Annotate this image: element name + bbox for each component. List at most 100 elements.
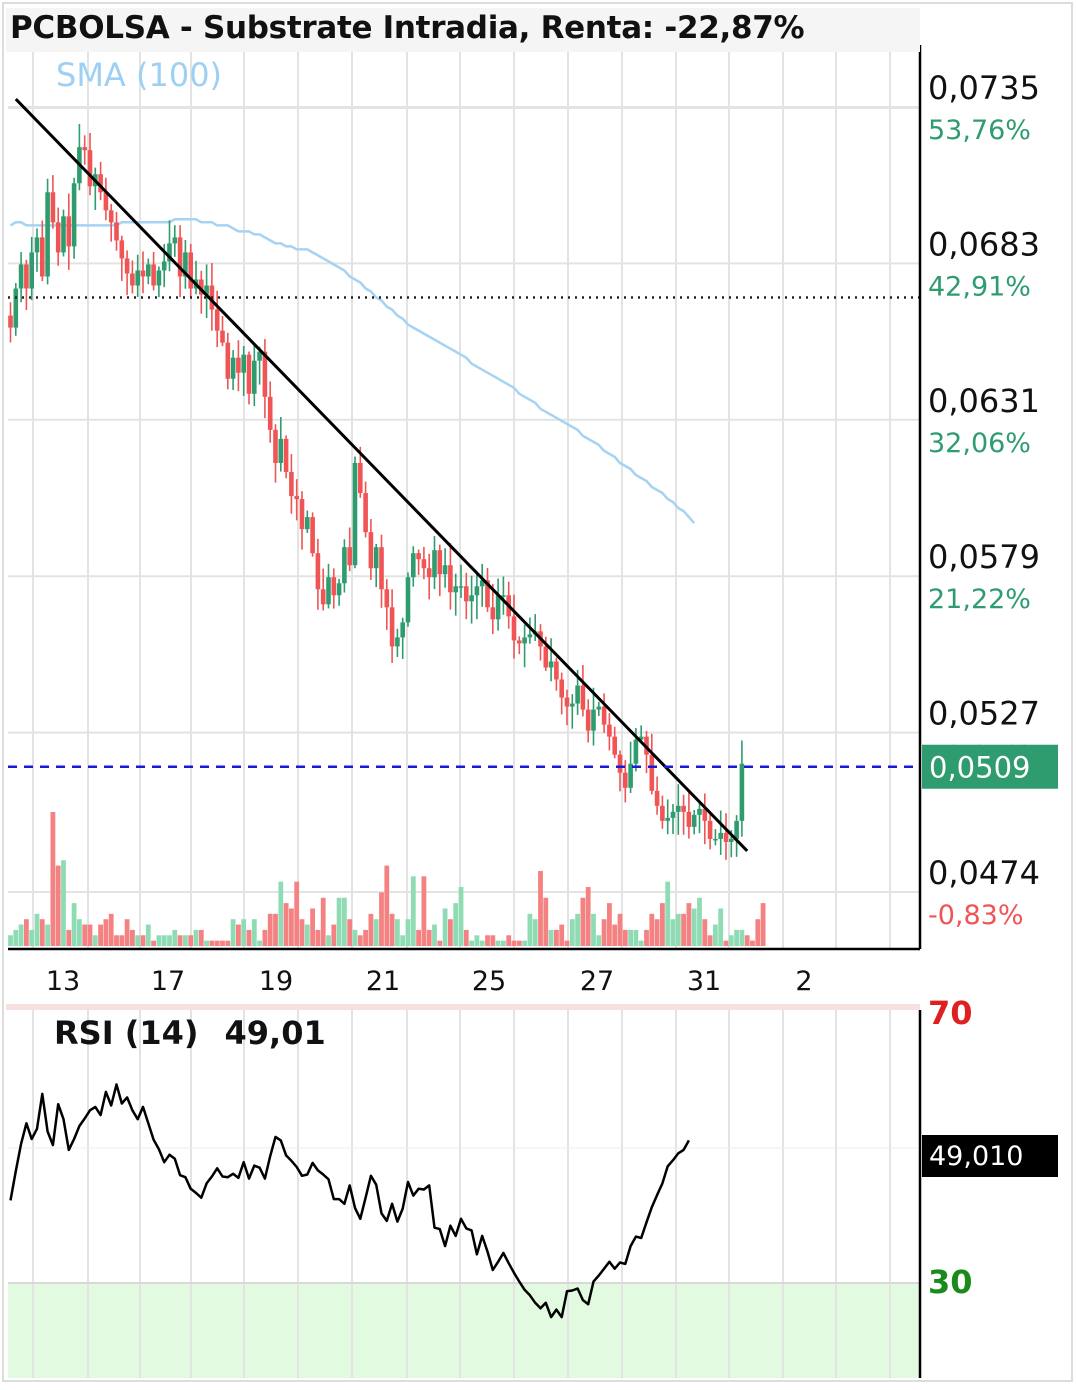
volume-bar (77, 919, 82, 946)
candle-body (130, 273, 135, 286)
candle-body (368, 532, 374, 569)
candle-body (469, 595, 474, 602)
volume-bar (718, 908, 724, 946)
pane-divider (6, 1004, 920, 1010)
volume-bar (92, 935, 98, 946)
rsi-grid (8, 1010, 920, 1378)
volume-bar (405, 919, 411, 946)
volume-bar (66, 929, 72, 946)
candle-body (342, 547, 347, 584)
volume-bar (654, 919, 660, 946)
price-tick-label: 0,0527 (928, 695, 1040, 733)
candle-body (490, 607, 496, 620)
candle-body (352, 462, 358, 566)
price-change-label: 53,76% (928, 115, 1031, 146)
price-tick-label: 0,0735 (928, 69, 1040, 107)
rsi-plot (9, 1083, 690, 1319)
candle-body (707, 820, 713, 839)
volume-bar (82, 924, 88, 946)
volume-bar (474, 935, 480, 946)
volume-bar (442, 908, 448, 946)
axis-labels: 0,0735 53,76% 0,0683 42,91% 0,0631 32,06% 0,05… (46, 69, 1058, 1301)
sma-line (9, 218, 696, 524)
overlays (8, 97, 920, 852)
price-tick-label: 0,0579 (928, 538, 1040, 576)
volume-bar (368, 913, 374, 946)
volume-bars (8, 812, 766, 946)
candle-body (50, 192, 56, 223)
candle-body (124, 258, 130, 274)
volume-bar (395, 919, 400, 946)
candle-body (71, 183, 77, 247)
volume-bar (124, 919, 130, 946)
candle-body (8, 315, 13, 328)
volume-bar (45, 924, 50, 946)
volume-bar (421, 876, 427, 946)
price-change-label: 42,91% (928, 271, 1031, 302)
volume-bar (119, 935, 125, 946)
candle-body (241, 354, 246, 373)
price-tick-label: 0,0474 (928, 854, 1040, 892)
candle-body (98, 174, 103, 193)
candle-body (262, 351, 268, 397)
volume-bar (601, 919, 607, 946)
candle-body (421, 559, 427, 569)
volume-bar (289, 908, 294, 946)
candle-body (734, 820, 739, 839)
volume-bar (670, 919, 676, 946)
candle-body (278, 438, 284, 463)
candle-body (373, 547, 379, 569)
volume-bar (220, 940, 225, 946)
candle-body (718, 832, 723, 839)
candle-body (617, 754, 623, 773)
candle-body (649, 754, 655, 791)
chart-title: PCBOLSA - Substrate Intradia, Renta: -22… (10, 10, 805, 46)
candle-body (199, 279, 204, 295)
volume-bar (585, 887, 591, 946)
sma-100-line (9, 218, 696, 524)
volume-bar (516, 940, 522, 946)
candle-body (326, 577, 331, 605)
candle-body (294, 496, 299, 500)
volume-bar (114, 935, 119, 946)
volume-bar (257, 940, 262, 946)
candle-body (225, 342, 231, 379)
volume-bar (156, 935, 162, 946)
volume-bar (209, 940, 215, 946)
volume-bar (87, 924, 93, 946)
candle-body (358, 462, 363, 494)
candle-body (236, 357, 241, 373)
volume-bar (607, 903, 612, 946)
candle-body (246, 354, 252, 394)
volume-bar (161, 935, 167, 946)
volume-bar (267, 913, 273, 946)
volume-bar (750, 940, 755, 946)
candle-body (670, 811, 676, 818)
candle-body (686, 811, 692, 827)
volume-bar (198, 929, 204, 946)
volume-bar (29, 929, 35, 946)
candle-body (135, 270, 140, 286)
candle-body (18, 264, 24, 289)
volume-bar (357, 935, 363, 946)
volume-bar (299, 919, 305, 946)
candle-body (315, 553, 321, 590)
current-price-badge (922, 744, 1058, 789)
price-tick-label: 0,0631 (928, 382, 1040, 420)
volume-bar (278, 881, 284, 946)
volume-bar (320, 897, 326, 946)
volume-bar (580, 897, 586, 946)
candle-body (267, 396, 273, 430)
candle-body (167, 243, 172, 262)
time-tick-label: 19 (259, 966, 293, 997)
candle-body (114, 222, 119, 241)
candle-body (305, 517, 310, 530)
candle-body (697, 808, 702, 815)
candle-body (13, 288, 19, 328)
candle-body (347, 547, 352, 566)
volume-bar (188, 935, 194, 946)
volume-bar (273, 913, 278, 946)
volume-bar (432, 924, 437, 946)
candle-body (257, 351, 262, 361)
